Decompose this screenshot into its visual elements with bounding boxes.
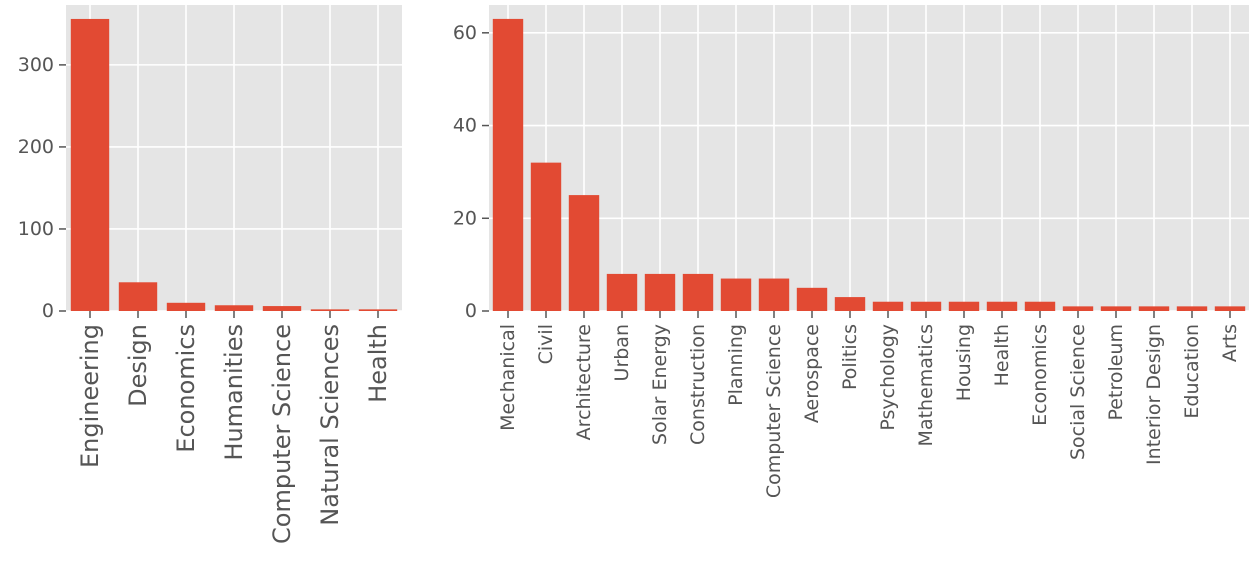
bar-health [986,301,1018,311]
x-tick-label: Aerospace [801,324,823,423]
y-tick-label: 20 [453,207,477,229]
x-tick-label: Engineering [76,324,104,468]
x-tick-label: Mechanical [497,324,519,431]
y-tick-label: 200 [18,136,54,158]
x-tick-label: Computer Science [268,324,296,544]
bar-computer-science [758,278,790,311]
x-tick-label: Politics [839,324,861,390]
bar-design [118,282,158,311]
bar-politics [834,297,866,311]
plot-background [489,5,1249,311]
bar-housing [948,301,980,311]
x-tick-label: Psychology [877,324,899,431]
bar-construction [682,273,714,311]
chart-left: 0 100 200 300 Engineering Design Economics Huma… [18,5,402,544]
x-tick-label: Architecture [573,324,595,440]
bar-social-science [1062,306,1094,311]
x-tick-label: Planning [725,324,747,406]
x-tick-label: Civil [535,324,557,364]
x-tick-label: Economics [1029,324,1051,426]
chart-right: 0 20 40 60 Mechanical Civil Architecture Urban S… [453,5,1249,498]
x-tick-label: Computer Science [763,324,785,498]
x-tick-label: Education [1181,324,1203,419]
bar-civil [530,162,562,311]
bar-solar-energy [644,273,676,311]
x-tick-label: Health [991,324,1013,386]
x-tick-label: Design [124,324,152,407]
y-tick-label: 100 [18,218,54,240]
x-tick-label: Urban [611,324,633,381]
bar-natural-sciences [310,309,350,311]
bar-arts [1214,306,1246,311]
y-tick-label: 60 [453,22,477,44]
bar-mechanical [492,18,524,312]
x-tick-label: Humanities [220,324,248,461]
bar-economics [1024,301,1056,311]
bar-education [1176,306,1208,311]
bar-mathematics [910,301,942,311]
bar-humanities [214,305,254,311]
y-tick-label: 0 [465,300,477,322]
bar-economics [166,302,206,311]
bar-health [358,309,398,311]
bar-petroleum [1100,306,1132,311]
x-tick-label: Health [364,324,392,403]
x-tick-label: Petroleum [1105,324,1127,420]
bar-planning [720,278,752,311]
bar-psychology [872,301,904,311]
bar-aerospace [796,287,828,311]
x-tick-label: Arts [1219,324,1241,362]
x-tick-label: Mathematics [915,324,937,446]
x-tick-label: Social Science [1067,324,1089,460]
x-tick-label: Housing [953,324,975,401]
y-tick-label: 300 [18,54,54,76]
bar-engineering [70,18,110,311]
x-tick-label: Natural Sciences [316,324,344,526]
bar-computer-science [262,306,302,311]
y-tick-label: 40 [453,115,477,137]
x-tick-label: Interior Design [1143,324,1165,465]
bar-interior-design [1138,306,1170,311]
x-tick-label: Economics [172,324,200,453]
x-tick-label: Construction [687,324,709,445]
bar-architecture [568,195,600,311]
y-tick-label: 0 [42,300,54,322]
x-tick-label: Solar Energy [649,324,671,445]
bar-urban [606,273,638,311]
